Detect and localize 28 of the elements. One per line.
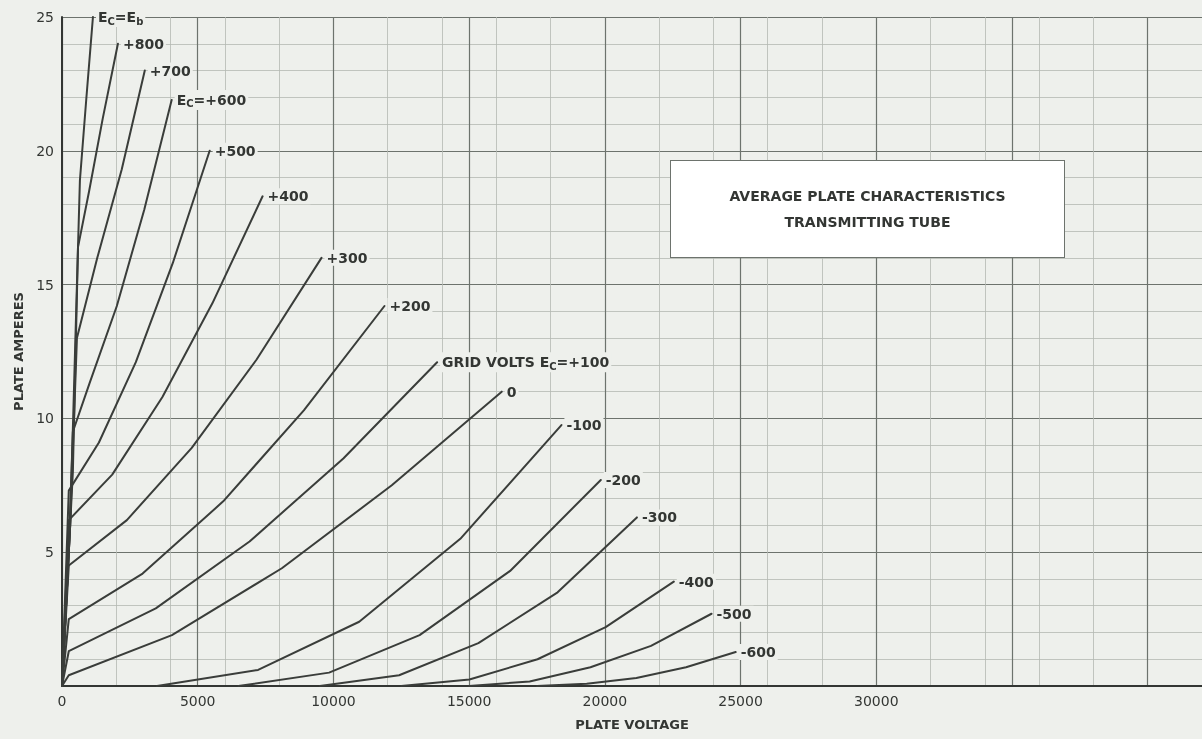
x-tick-label: 10000 — [311, 693, 356, 709]
series-label: -300 — [641, 509, 678, 526]
y-tick-label: 10 — [36, 410, 54, 427]
y-axis-title: PLATE AMPERES — [11, 292, 27, 411]
x-tick-label: 15000 — [446, 693, 492, 709]
x-tick-label: 25000 — [718, 693, 763, 709]
series-label: +300 — [326, 249, 368, 266]
series-label: +800 — [122, 35, 165, 52]
series-label: +700 — [149, 62, 191, 79]
series-label: -200 — [605, 471, 642, 488]
series-label: -400 — [678, 573, 715, 590]
x-tick-label: 5000 — [179, 693, 216, 709]
x-axis-title: PLATE VOLTAGE — [575, 717, 689, 732]
series-label: -100 — [566, 417, 602, 434]
x-tick-label: 0 — [57, 693, 67, 709]
series-label: -500 — [716, 605, 752, 622]
series-label: -600 — [740, 644, 776, 661]
y-tick-label: 5 — [45, 544, 54, 561]
series-label: +500 — [214, 142, 256, 159]
series-label: +400 — [267, 188, 309, 205]
text-box: AVERAGE PLATE CHARACTERISTICS TRANSMITTING TUBE — [670, 160, 1065, 258]
x-tick-label: 30000 — [854, 693, 899, 709]
y-tick-label: 25 — [36, 9, 54, 25]
x-tick-label: 20000 — [582, 693, 628, 709]
series-label: +200 — [389, 298, 431, 315]
series-label: 0 — [506, 383, 517, 400]
y-tick-label: 15 — [36, 276, 54, 293]
y-tick-label: 20 — [36, 142, 54, 159]
